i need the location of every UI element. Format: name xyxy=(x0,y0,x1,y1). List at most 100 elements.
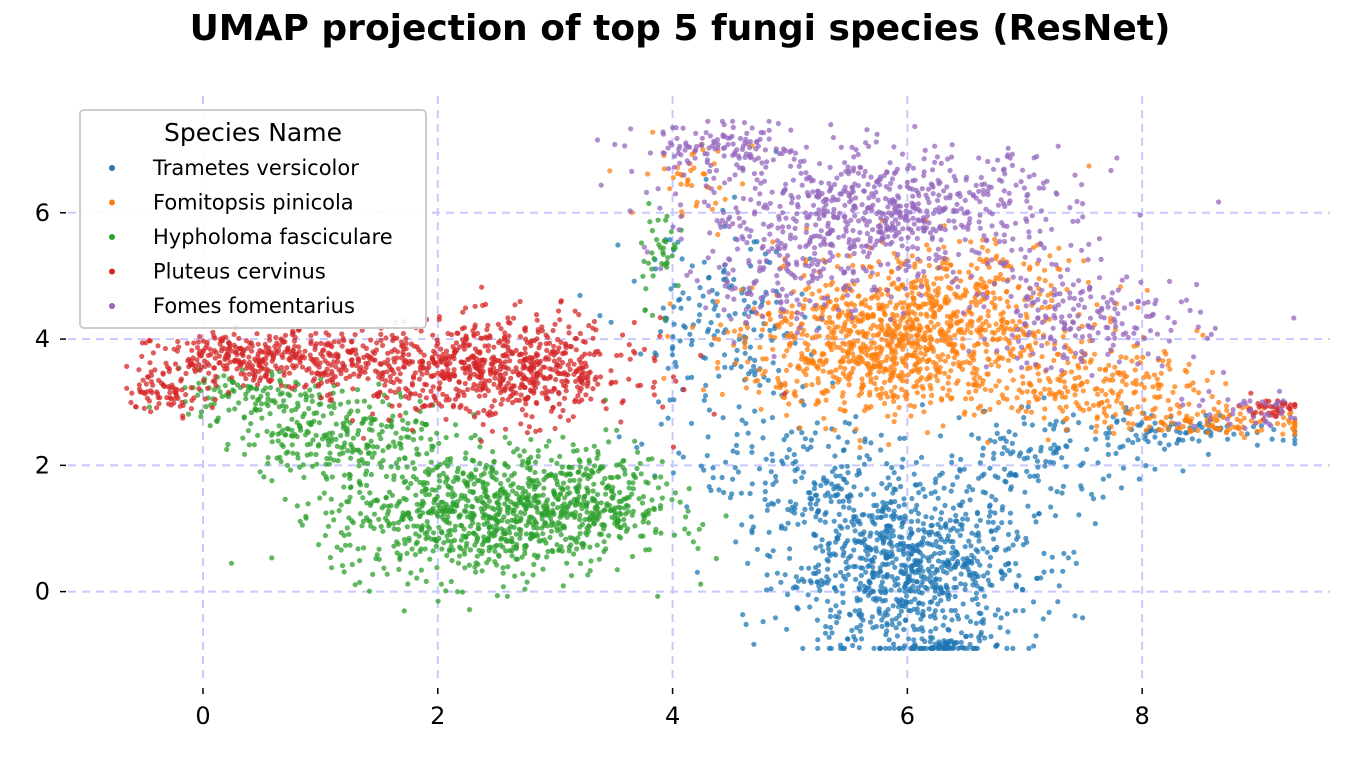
data-point xyxy=(888,269,895,275)
data-point xyxy=(586,459,593,465)
data-point xyxy=(1135,456,1141,462)
data-point xyxy=(881,613,887,619)
data-point xyxy=(507,530,513,536)
data-point xyxy=(885,561,891,567)
data-point xyxy=(360,495,366,501)
data-point xyxy=(770,458,776,464)
data-point xyxy=(689,337,695,344)
data-point xyxy=(752,408,758,414)
data-point xyxy=(806,565,812,571)
data-point xyxy=(660,305,666,311)
data-point xyxy=(944,300,950,306)
data-point xyxy=(395,465,401,471)
data-point xyxy=(722,196,728,202)
data-point xyxy=(639,441,645,447)
data-point xyxy=(799,291,805,297)
data-point xyxy=(712,335,718,342)
data-point xyxy=(781,437,787,443)
data-point xyxy=(706,275,712,281)
data-point xyxy=(1209,369,1216,375)
data-point xyxy=(418,435,424,441)
data-point xyxy=(305,501,311,507)
data-point xyxy=(403,410,409,416)
data-point xyxy=(1084,379,1090,385)
data-point xyxy=(840,348,846,354)
data-point xyxy=(703,382,709,388)
data-point xyxy=(859,636,865,642)
data-point xyxy=(897,587,903,593)
data-point xyxy=(1200,332,1206,338)
data-point xyxy=(1203,412,1209,419)
data-point xyxy=(1070,412,1076,418)
data-point xyxy=(1132,389,1139,395)
data-point xyxy=(861,408,868,414)
data-point xyxy=(978,629,984,636)
data-point xyxy=(907,526,914,532)
data-point xyxy=(585,475,591,482)
data-point xyxy=(327,450,333,456)
data-point xyxy=(1191,387,1197,393)
data-point xyxy=(264,428,270,434)
data-point xyxy=(901,435,908,441)
data-point xyxy=(491,381,497,387)
data-point xyxy=(1083,365,1089,371)
data-point xyxy=(981,280,987,286)
data-point xyxy=(1118,485,1125,491)
data-point xyxy=(1042,406,1048,412)
data-point xyxy=(948,527,954,533)
data-point xyxy=(915,518,921,524)
data-point xyxy=(903,564,909,570)
data-point xyxy=(856,317,862,323)
data-point xyxy=(639,500,646,506)
data-point xyxy=(820,368,826,374)
data-point xyxy=(900,546,907,552)
data-point xyxy=(409,427,415,433)
data-point xyxy=(831,330,837,336)
data-point xyxy=(1056,245,1062,251)
data-point xyxy=(1048,282,1054,289)
data-point xyxy=(1084,446,1090,452)
data-point xyxy=(280,427,286,433)
data-point xyxy=(915,542,921,549)
data-point xyxy=(380,528,386,534)
data-point xyxy=(740,612,746,618)
data-point xyxy=(710,298,716,304)
data-point xyxy=(371,511,378,517)
data-point xyxy=(651,505,657,511)
data-point xyxy=(839,358,845,364)
data-point xyxy=(960,336,966,342)
data-point xyxy=(619,332,626,338)
data-point xyxy=(896,620,902,627)
data-point xyxy=(963,396,969,402)
data-point xyxy=(298,392,304,398)
data-point xyxy=(448,527,454,533)
data-point xyxy=(884,342,891,348)
data-point xyxy=(825,443,832,449)
data-point xyxy=(1118,388,1124,394)
data-point xyxy=(1030,245,1036,251)
data-point xyxy=(875,331,882,337)
data-point xyxy=(957,532,963,539)
data-point xyxy=(508,499,514,505)
data-point xyxy=(517,531,523,537)
data-point xyxy=(856,645,862,651)
data-point xyxy=(275,438,281,444)
data-point xyxy=(609,488,615,494)
data-point xyxy=(468,435,474,441)
data-point xyxy=(466,607,473,613)
data-point xyxy=(433,543,439,549)
data-point xyxy=(990,455,997,462)
data-point xyxy=(934,338,940,344)
data-point xyxy=(1006,567,1013,574)
data-point xyxy=(342,440,348,446)
data-point xyxy=(671,321,677,327)
data-point xyxy=(461,508,468,514)
data-point xyxy=(851,547,857,553)
data-point xyxy=(649,497,655,503)
data-point xyxy=(1094,302,1100,308)
data-point xyxy=(1143,415,1150,421)
data-point xyxy=(1135,437,1141,443)
data-point xyxy=(257,469,263,475)
data-point xyxy=(541,537,548,543)
data-point xyxy=(1012,608,1019,614)
